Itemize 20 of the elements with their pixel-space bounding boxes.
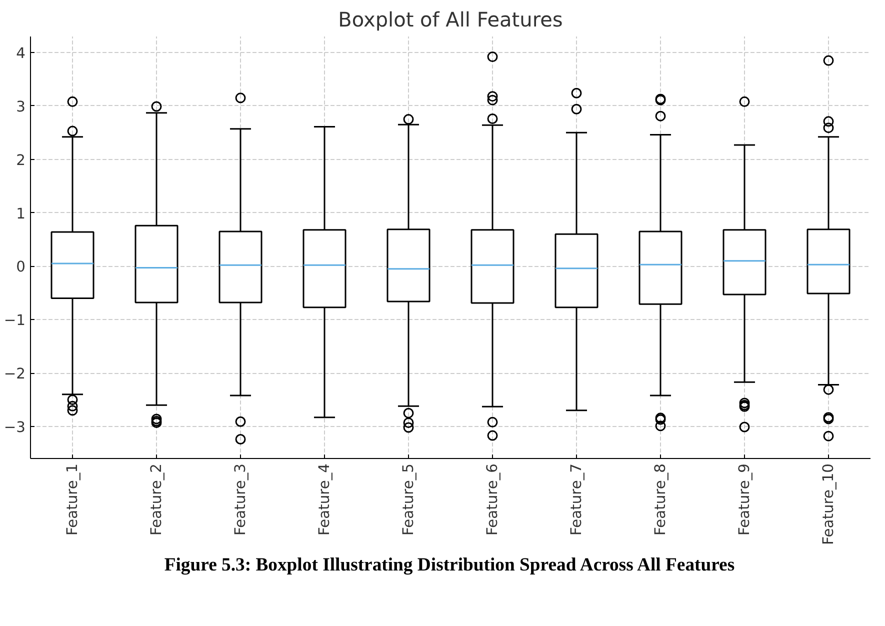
x-tick-label: Feature_2 (148, 463, 165, 536)
y-tick-label: −1 (4, 312, 26, 330)
x-tick-label: Feature_4 (316, 463, 333, 536)
x-tick-label: Feature_10 (820, 463, 837, 545)
x-tick-label: Feature_9 (736, 463, 753, 536)
y-tick-label: 2 (16, 152, 26, 169)
x-tick-label: Feature_3 (232, 463, 249, 536)
chart-title: Boxplot of All Features (338, 8, 563, 32)
y-tick-label: −3 (4, 418, 26, 436)
y-tick-label: 4 (16, 45, 26, 62)
x-tick-label: Feature_6 (484, 463, 501, 536)
y-tick-label: 3 (16, 98, 26, 116)
y-tick-label: 1 (16, 205, 26, 222)
caption: Figure 5.3: Boxplot Illustrating Distribution Spread Across All Features (164, 554, 735, 576)
x-tick-label: Feature_7 (568, 463, 585, 536)
y-tick-label: 0 (16, 258, 26, 276)
x-tick-label: Feature_8 (652, 463, 669, 536)
x-tick-label: Feature_1 (64, 463, 81, 536)
y-tick-label: −2 (4, 366, 26, 383)
x-tick-label: Feature_5 (400, 463, 417, 536)
